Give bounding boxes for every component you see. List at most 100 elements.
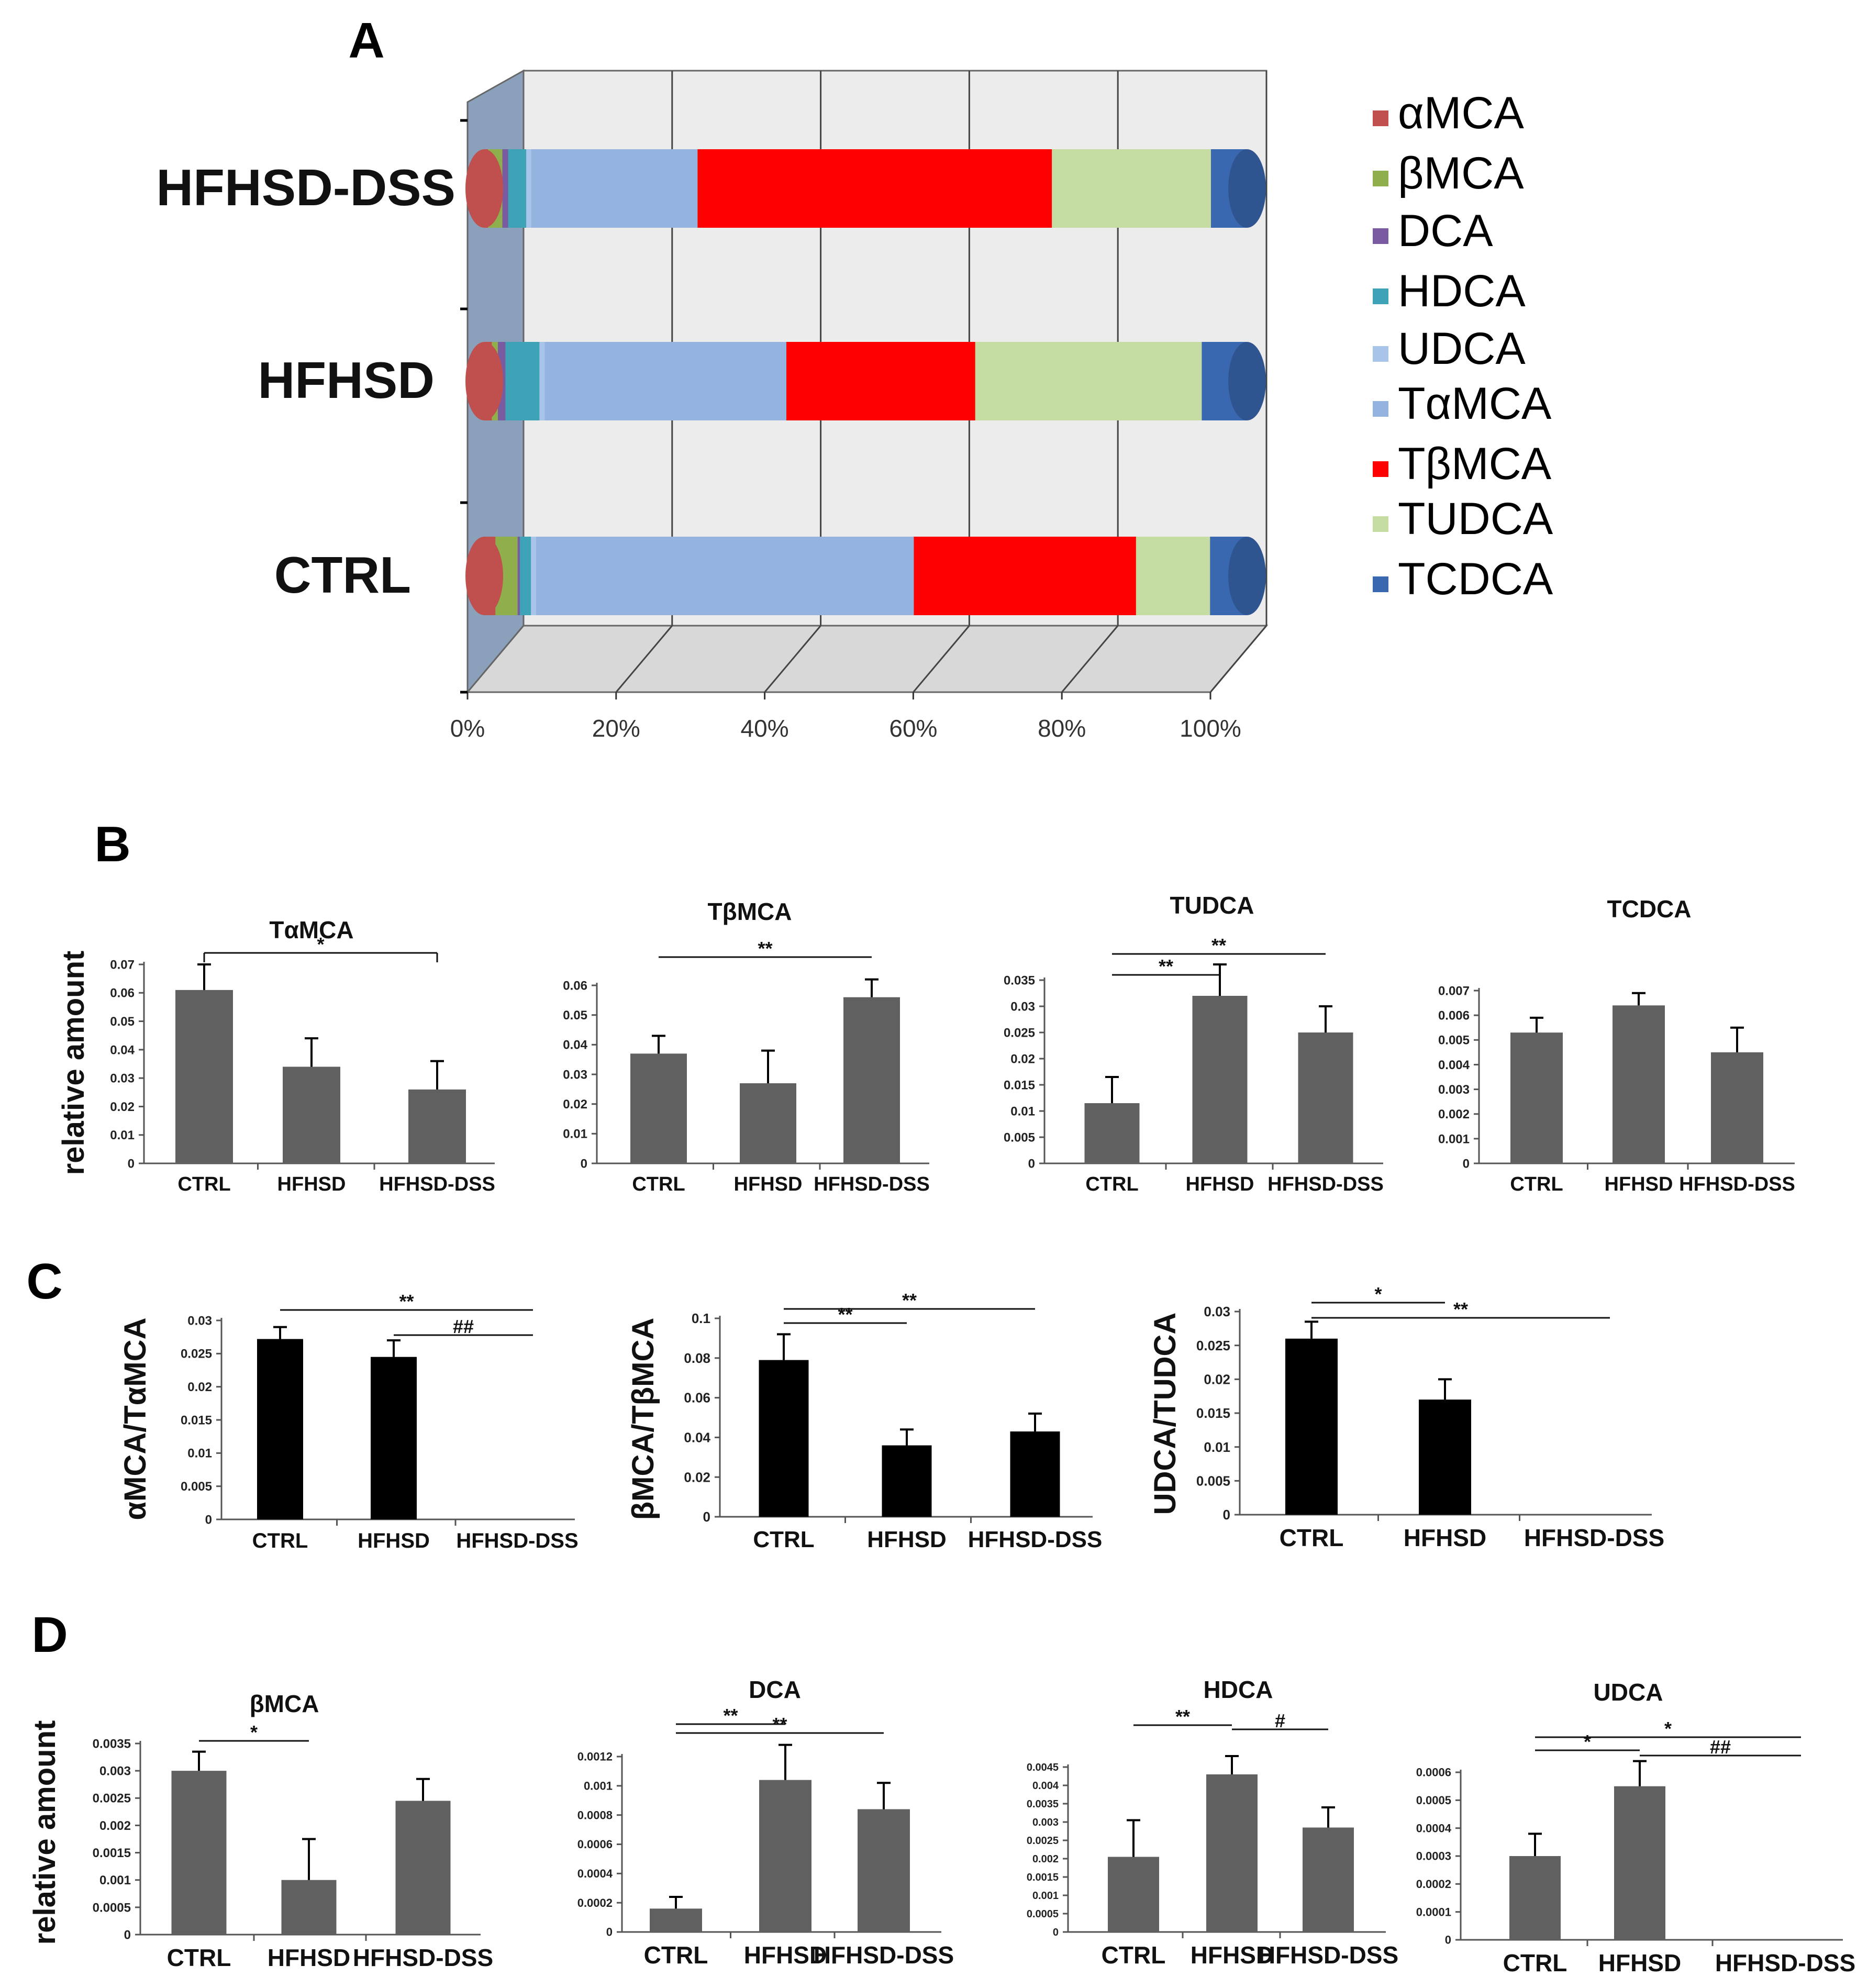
bar — [257, 1339, 303, 1519]
bar — [843, 997, 900, 1163]
category-label: CTRL — [177, 1173, 230, 1195]
y-tick-label: 0.01 — [1204, 1439, 1230, 1455]
y-tick-label: 0.03 — [187, 1314, 212, 1328]
significance-label: ** — [1211, 935, 1226, 956]
bar — [1298, 1032, 1353, 1163]
y-tick-label: 0.03 — [1010, 999, 1035, 1014]
bar-start-cap — [465, 342, 503, 420]
bar-start-cap — [465, 149, 503, 228]
stacked-segment-DCA — [502, 149, 509, 228]
y-tick-label: 0.025 — [1196, 1338, 1230, 1353]
y-tick-label: 0.01 — [187, 1447, 212, 1461]
y-axis-label: relative amount — [57, 951, 91, 1175]
panel-letter-d: D — [31, 1607, 68, 1663]
category-label: CTRL — [252, 1529, 308, 1552]
y-tick-label: 0 — [1028, 1157, 1035, 1171]
significance-label: ** — [758, 938, 772, 959]
y-tick-label: 0.0004 — [1416, 1822, 1452, 1835]
legend-label: βMCA — [1398, 148, 1524, 198]
legend-swatch-TbetaMCA — [1373, 461, 1388, 477]
category-label: HFHSD — [1605, 1173, 1673, 1195]
bar-start-cap — [465, 537, 503, 615]
legend-label: TUDCA — [1398, 494, 1553, 544]
category-label: HFHSD-DSS — [379, 1173, 495, 1195]
y-tick-label: 0.03 — [1204, 1304, 1230, 1319]
category-label: HFHSD — [867, 1527, 947, 1552]
category-label: CTRL — [167, 1944, 231, 1971]
significance-label: ** — [772, 1714, 787, 1735]
bar — [1192, 996, 1248, 1163]
significance-label: ## — [1710, 1736, 1731, 1758]
significance-label: ** — [1175, 1706, 1190, 1727]
category-label: HFHSD-DSS — [456, 1529, 578, 1552]
bar — [395, 1801, 451, 1935]
y-tick-label: 0 — [1445, 1934, 1451, 1947]
category-label: CTRL — [1280, 1524, 1344, 1551]
y-tick-label: 0.01 — [1010, 1104, 1035, 1118]
bar-end-cap — [1228, 342, 1266, 420]
significance-label: ** — [838, 1304, 852, 1325]
legend-label: αMCA — [1398, 88, 1524, 138]
category-label: HFHSD — [1404, 1524, 1486, 1551]
x-tick-label: 100% — [1180, 715, 1241, 742]
y-tick-label: 0.01 — [110, 1128, 135, 1142]
legend-swatch-TUDCA — [1373, 516, 1388, 532]
bar-chart-d-10: 0 0.0005 0.001 0.0015 0.002 0.0025 0.003 0.0035… — [1027, 1676, 1398, 1969]
significance-label: * — [317, 934, 324, 955]
y-tick-label: 0.0005 — [1027, 1908, 1059, 1920]
y-tick-label: 0.06 — [110, 986, 135, 1001]
chart-title: DCA — [749, 1676, 801, 1703]
bar — [1108, 1857, 1159, 1932]
category-label: HFHSD — [258, 351, 435, 409]
category-label: CTRL — [632, 1173, 685, 1195]
stacked-segment-HDCA — [508, 149, 527, 228]
legend-label: UDCA — [1398, 324, 1526, 374]
chart-title: TβMCA — [708, 898, 792, 925]
legend-label: HDCA — [1398, 266, 1526, 316]
bar — [858, 1809, 910, 1932]
x-tick-label: 80% — [1038, 715, 1086, 742]
panel-letter-c: C — [26, 1253, 62, 1309]
y-tick-label: 0.0025 — [93, 1792, 131, 1806]
significance-label: ** — [902, 1290, 917, 1311]
y-axis-label: UDCA/TUDCA — [1148, 1313, 1182, 1515]
y-tick-label: 0.02 — [187, 1380, 212, 1394]
y-tick-label: 0.015 — [181, 1413, 212, 1427]
y-tick-label: 0.007 — [1438, 984, 1470, 998]
y-tick-label: 0.04 — [110, 1043, 135, 1057]
y-tick-label: 0.002 — [1438, 1107, 1470, 1121]
y-tick-label: 0.025 — [181, 1347, 212, 1361]
category-label: HFHSD-DSS — [1524, 1524, 1664, 1551]
legend-swatch-betaMCA — [1373, 171, 1388, 186]
bar — [759, 1780, 811, 1932]
y-tick-label: 0.04 — [684, 1430, 710, 1446]
panel-a-stacked-bar-chart: 0% 20% 40% 60% 80% 100% HFHSD-DSS HFHSD CTRL αMCA… — [156, 69, 1553, 742]
bar — [171, 1771, 227, 1935]
x-tick-label: 0% — [450, 715, 485, 742]
legend-swatch-DCA — [1373, 228, 1388, 244]
y-tick-label: 0.03 — [563, 1068, 587, 1082]
bar-chart-d-9: 0 0.0002 0.0004 0.0006 0.0008 0.001 0.0012 CTRL… — [577, 1676, 954, 1969]
y-axis-label: βMCA/TβMCA — [626, 1318, 660, 1520]
y-tick-label: 0 — [124, 1928, 131, 1942]
grid-line-floor — [764, 625, 821, 693]
y-tick-label: 0.005 — [1004, 1130, 1035, 1145]
category-label: HFHSD-DSS — [1267, 1173, 1384, 1195]
chart-title: HDCA — [1204, 1676, 1273, 1703]
y-tick-label: 0.003 — [99, 1764, 131, 1779]
category-label: HFHSD-DSS — [814, 1173, 930, 1195]
category-label: HFHSD-DSS — [1679, 1173, 1795, 1195]
stacked-segment-TbetaMCA — [697, 149, 1052, 228]
grid-line-floor — [1061, 625, 1119, 693]
category-label: CTRL — [1102, 1941, 1166, 1969]
y-tick-label: 0 — [1463, 1157, 1470, 1171]
category-label: CTRL — [1503, 1949, 1567, 1976]
bar — [281, 1880, 337, 1935]
category-label: HFHSD-DSS — [156, 159, 455, 216]
y-tick-label: 0.06 — [684, 1390, 710, 1406]
y-tick-label: 0.0002 — [577, 1896, 613, 1909]
category-label: HFHSD-DSS — [968, 1527, 1103, 1552]
y-tick-label: 0.0002 — [1416, 1878, 1451, 1891]
grid-line-floor — [913, 625, 970, 693]
y-tick-label: 0.02 — [1010, 1052, 1035, 1066]
